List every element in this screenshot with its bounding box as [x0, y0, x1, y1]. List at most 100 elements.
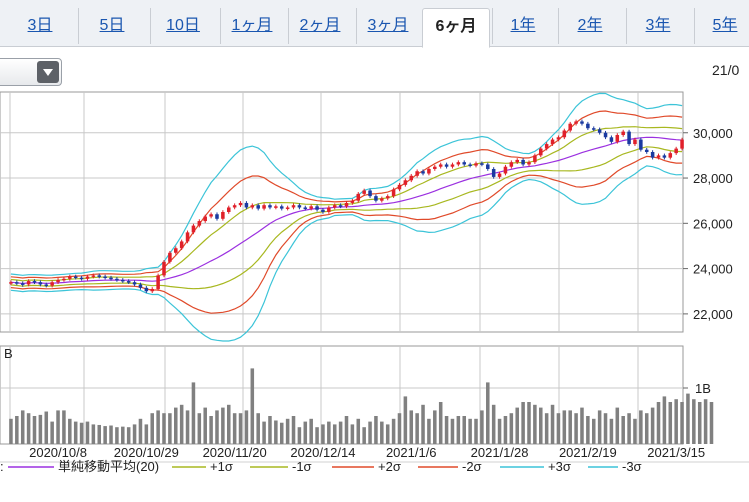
legend-label: -1σ — [292, 459, 312, 474]
candle — [368, 190, 372, 197]
candle — [221, 212, 225, 219]
volume-bar — [644, 413, 649, 444]
volume-bar — [103, 426, 107, 444]
candle — [556, 137, 561, 140]
candle — [650, 152, 655, 158]
volume-bar — [615, 407, 620, 444]
candle — [427, 168, 431, 174]
candle — [603, 132, 608, 138]
candle — [462, 162, 467, 165]
volume-bar — [291, 416, 296, 444]
candle — [144, 287, 149, 292]
volume-bar — [397, 413, 402, 444]
candle — [580, 121, 584, 124]
volume-bar — [150, 413, 154, 444]
tab-5[interactable]: 2ヶ月 — [288, 8, 351, 44]
candle — [44, 284, 49, 286]
volume-bar — [385, 424, 390, 444]
tab-9[interactable]: 2年 — [558, 8, 621, 44]
candle — [374, 196, 378, 201]
volume-bar — [162, 413, 166, 444]
candle — [109, 277, 113, 280]
volume-bar — [85, 421, 90, 444]
candle — [215, 214, 219, 219]
volume-bar — [521, 402, 525, 444]
volume-bar — [232, 413, 237, 444]
price-tick-label: 22,000 — [693, 307, 733, 322]
volume-bar — [468, 418, 472, 444]
volume-bar — [203, 407, 207, 444]
volume-bar — [174, 407, 178, 444]
candle — [244, 202, 249, 208]
volume-bar — [703, 399, 708, 444]
price-panel — [0, 91, 684, 333]
volume-bar — [309, 418, 313, 444]
volume-bar — [221, 407, 225, 444]
candle — [609, 137, 614, 142]
volume-bar — [456, 416, 461, 444]
volume-bar — [79, 422, 84, 444]
candle — [68, 276, 72, 279]
volume-bar — [568, 410, 572, 444]
volume-bar — [332, 424, 337, 444]
candle — [274, 206, 278, 208]
candle — [497, 173, 502, 177]
volume-bar — [109, 425, 113, 444]
x-tick-label: 2021/1/28 — [471, 445, 529, 460]
volume-bar — [474, 418, 478, 444]
volume-bar — [226, 404, 231, 444]
tab-1[interactable]: 3日 — [27, 17, 53, 34]
candle — [262, 205, 266, 209]
candle — [621, 131, 625, 136]
period-tab-bar: 3日 5日 10日 1ヶ月 2ヶ月 3ヶ月 6ヶ月 1年 2年 3年 5年 — [0, 0, 749, 48]
candle — [268, 205, 272, 208]
legend-label: +3σ — [548, 459, 571, 474]
price-tick-label: 24,000 — [693, 262, 733, 277]
candle — [668, 153, 673, 158]
tab-6[interactable]: 3ヶ月 — [356, 8, 419, 44]
candle — [26, 281, 31, 285]
candle — [486, 164, 490, 169]
chevron-down-icon[interactable] — [37, 61, 59, 83]
volume-bar — [503, 416, 508, 444]
volume-bar — [462, 416, 467, 444]
candle — [433, 166, 437, 169]
tab-11[interactable]: 5年 — [694, 8, 749, 44]
volume-bar — [597, 410, 602, 444]
volume-bar — [609, 418, 614, 444]
candle — [162, 261, 166, 276]
volume-bar — [285, 418, 290, 444]
candle — [226, 207, 231, 212]
volume-bar — [256, 413, 260, 444]
volume-bar — [91, 424, 96, 444]
tab-10[interactable]: 3年 — [626, 8, 689, 44]
volume-bar — [209, 416, 213, 444]
volume-bar — [409, 410, 414, 444]
volume-bar — [303, 421, 308, 444]
legend-label: +1σ — [210, 459, 233, 474]
minus-3sigma-line — [10, 165, 683, 342]
volume-bar — [515, 407, 519, 444]
volume-bar — [709, 402, 714, 444]
tab-8[interactable]: 1年 — [492, 8, 553, 44]
tab-2[interactable]: 5日 — [78, 8, 145, 44]
volume-bar — [44, 411, 49, 444]
tab-7[interactable]: 6ヶ月 — [422, 8, 490, 48]
volume-bar — [244, 410, 249, 444]
candle — [309, 206, 313, 209]
volume-bar — [580, 407, 584, 444]
candle — [597, 129, 602, 133]
volume-bar — [315, 427, 319, 444]
indicator-select[interactable] — [0, 58, 62, 86]
volume-bar — [438, 402, 443, 444]
candle — [20, 283, 25, 285]
candle — [450, 164, 455, 167]
x-tick-label: 2021/3/15 — [647, 445, 705, 460]
volume-bar — [262, 421, 266, 444]
tab-4[interactable]: 1ヶ月 — [220, 8, 283, 44]
x-tick-label: 2021/1/6 — [386, 445, 437, 460]
tab-3[interactable]: 10日 — [150, 8, 215, 44]
price-tick-label: 28,000 — [693, 171, 733, 186]
volume-bar — [656, 402, 661, 444]
volume-bar — [126, 427, 131, 444]
